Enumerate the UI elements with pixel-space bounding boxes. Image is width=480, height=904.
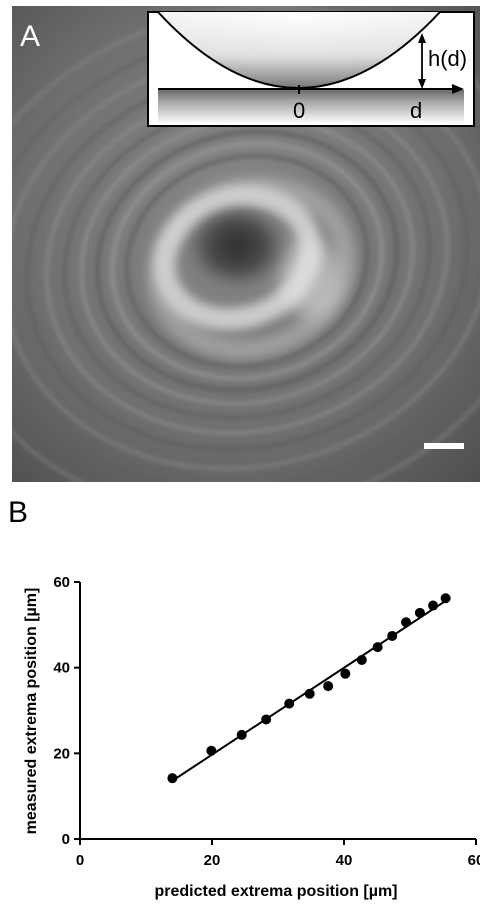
- x-tick-label: 0: [76, 852, 84, 869]
- y-tick-label: 60: [53, 574, 70, 591]
- data-point: [167, 773, 178, 784]
- data-point: [340, 668, 351, 679]
- plot-area: 0 20 40 60 0 20 40 60: [53, 574, 480, 869]
- height-label: h(d): [428, 46, 467, 71]
- data-point: [401, 617, 412, 628]
- data-point: [356, 654, 367, 665]
- x-axis-label: predicted extrema position [µm]: [154, 883, 397, 900]
- data-point: [428, 600, 439, 611]
- data-point: [261, 714, 272, 725]
- data-point: [236, 729, 247, 740]
- data-point: [323, 681, 334, 692]
- scale-bar: [424, 443, 464, 449]
- panel-a-label: A: [20, 20, 40, 53]
- data-point: [304, 688, 315, 699]
- data-point: [440, 593, 451, 604]
- y-tick-label: 20: [53, 745, 70, 762]
- lens-schematic-inset: h(d) 0 d: [147, 11, 475, 127]
- microscopy-image-panel: A h(d) 0 d: [12, 6, 480, 482]
- distance-label: d: [410, 98, 422, 123]
- data-point: [387, 630, 398, 641]
- y-tick-label: 40: [53, 660, 70, 677]
- data-point: [414, 607, 425, 618]
- x-tick-label: 60: [468, 852, 480, 869]
- scatter-chart-panel: B 0 20 40 60 0 20 40 60 predicted extrema posit…: [8, 496, 480, 900]
- data-point: [284, 698, 295, 709]
- x-tick-label: 20: [204, 852, 221, 869]
- y-tick-label: 0: [62, 831, 70, 848]
- y-axis-label: measured extrema position [µm]: [23, 588, 40, 835]
- data-point: [206, 745, 217, 756]
- panel-b-label: B: [8, 496, 28, 529]
- x-tick-label: 40: [336, 852, 353, 869]
- data-point: [372, 642, 383, 653]
- origin-label: 0: [293, 98, 305, 123]
